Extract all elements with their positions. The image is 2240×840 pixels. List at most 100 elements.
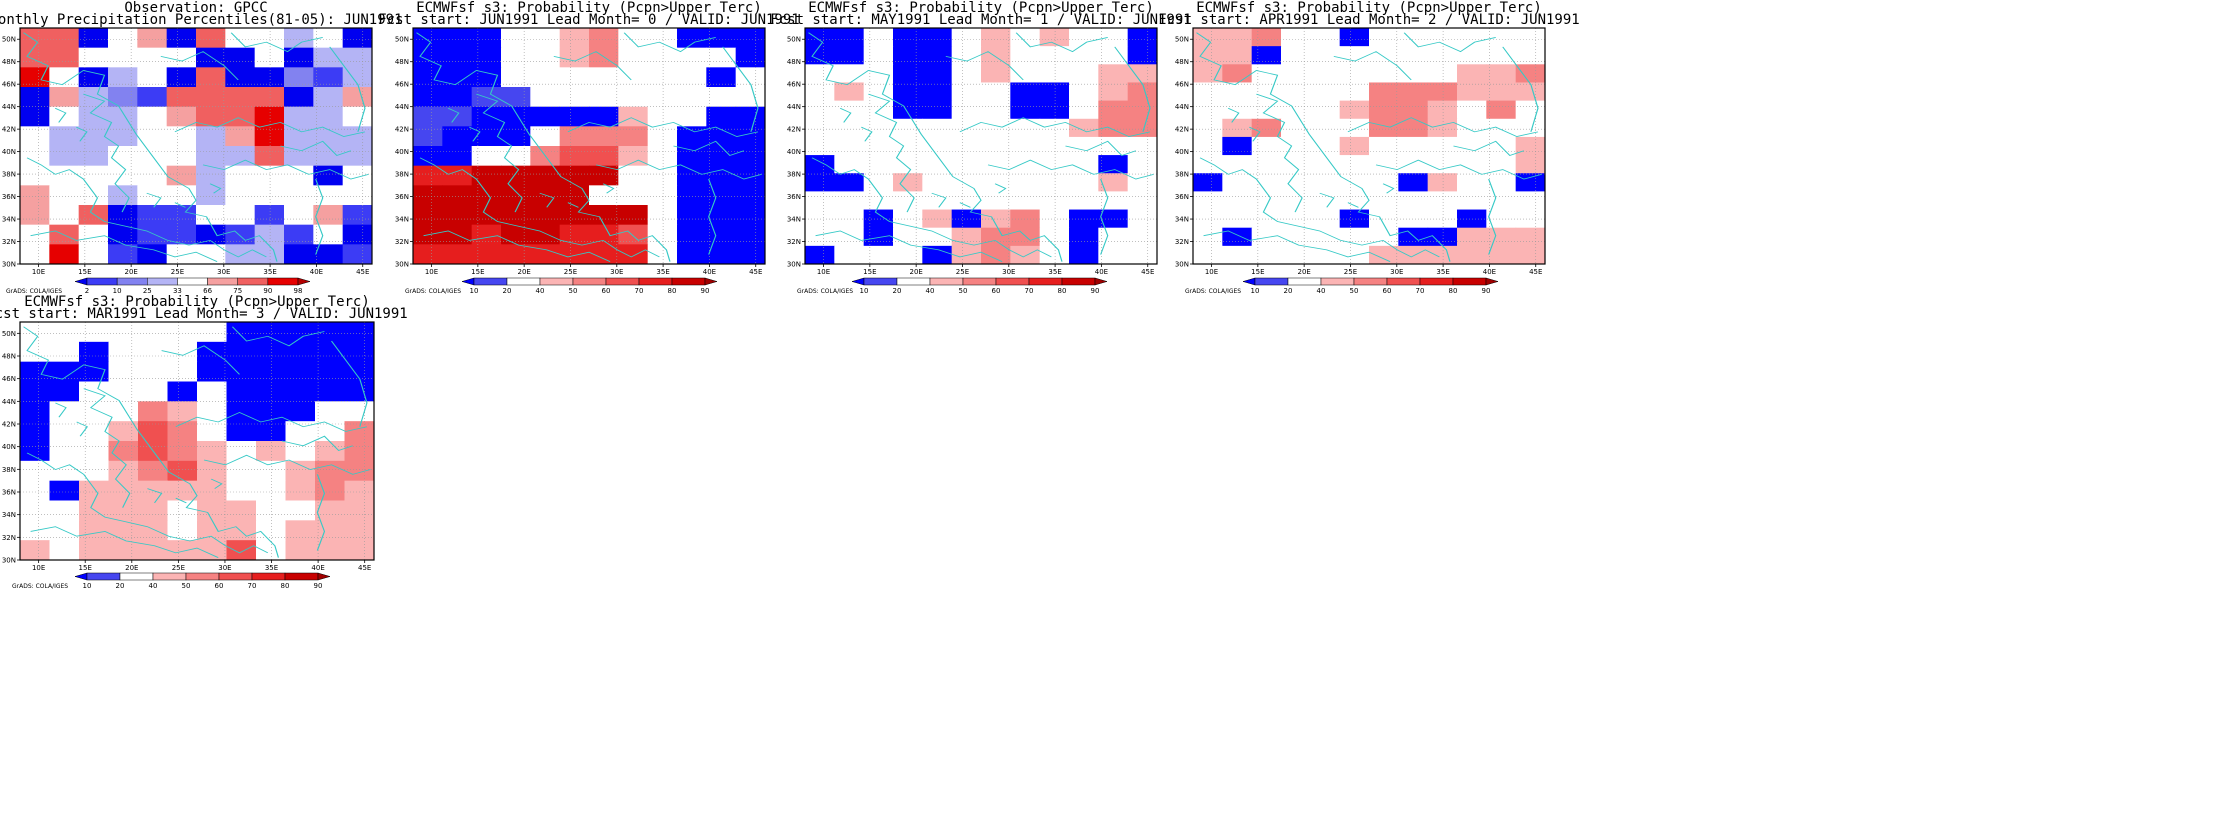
grid-cell [893,118,923,138]
grid-cell [254,47,285,68]
grid-cell [1310,136,1341,156]
colorbar-label: 50 [569,287,578,295]
grid-cell [225,28,256,49]
colorbar-label: 66 [203,287,212,295]
grid-cell [197,500,227,521]
grid-cell [1486,209,1517,229]
grid-cell [1098,227,1129,247]
grid-cell [1339,136,1370,156]
grid-cell [137,126,168,147]
grid-cell [530,87,561,108]
grid-cell [166,67,197,88]
grid-cell [413,28,443,49]
grid-cell [618,165,649,186]
grid-cell [1398,191,1429,211]
grid-cell [1369,191,1399,211]
grid-cell [78,205,109,226]
colorbar-label: 20 [116,582,125,590]
grid-cell [79,480,109,501]
grid-cell [893,227,923,247]
grid-cell [20,441,50,462]
grid-cell [284,146,314,167]
y-tick-label: 32N [787,238,801,246]
grid-cell [285,341,316,363]
grid-cell [1369,173,1399,192]
grid-cell [735,224,766,245]
grid-cell [1281,28,1311,47]
grid-cell [49,460,80,482]
grid-cell [256,361,286,382]
colorbar-swatch [218,572,253,581]
grid-cell [1369,227,1399,247]
grid-cell [893,46,923,65]
grid-cell [559,146,590,167]
grid-cell [226,322,257,343]
y-tick-label: 34N [787,216,801,224]
colorbar-swatch [1386,277,1421,286]
y-tick-label: 34N [395,216,409,224]
y-tick-label: 46N [2,375,16,383]
y-tick-label: 34N [2,511,16,519]
grid-cell [559,126,590,147]
grid-cell [677,126,707,147]
panel-title-line: Observation: GPCC [124,0,267,16]
colorbar-swatch [1452,277,1487,286]
grid-cell [863,209,894,229]
grid-cell [196,165,226,186]
grid-cell [863,155,894,174]
y-tick-label: 36N [395,193,409,201]
grid-cell [1193,82,1223,102]
colorbar-label: 50 [182,582,191,590]
y-tick-label: 34N [1175,216,1189,224]
grid-cell [1251,64,1282,83]
grid-cell [1515,245,1546,265]
grid-cell [138,322,168,343]
grid-cell [1515,136,1546,156]
grid-cell [167,520,198,541]
grid-cell [501,28,531,49]
x-tick-label: 30E [1002,268,1015,276]
grid-cell [225,126,256,147]
grid-cell [677,244,707,265]
grid-cell [1310,227,1341,247]
grid-cell [1098,28,1129,47]
panel-title-line: ECMWFsf s3: Probability (Pcpn>Upper Terc… [416,0,762,16]
grid-cell [1193,118,1223,138]
grid-cell [413,244,443,265]
grid-cell [618,87,649,108]
grid-cell [315,460,345,482]
grid-cell [706,67,737,88]
grid-cell [342,224,373,245]
grid-cell [1098,64,1129,83]
grid-cell [1039,155,1070,174]
grid-cell [501,126,531,147]
grid-cell [735,146,766,167]
grid-cell [20,165,50,186]
x-tick-label: 15E [1251,268,1264,276]
grid-cell [1486,245,1517,265]
grid-cell [1069,100,1099,120]
grid-cell [1251,136,1282,156]
grid-cell [618,185,649,206]
grid-cell [197,341,227,363]
grid-cell [78,165,109,186]
x-tick-label: 15E [78,268,91,276]
x-tick-label: 10E [32,564,45,572]
grid-cell [342,28,373,49]
grid-cell [589,165,619,186]
y-tick-label: 48N [1175,58,1189,66]
grid-cell [138,381,168,402]
grid-cell [530,28,561,49]
grid-cell [922,245,953,265]
x-tick-label: 25E [1344,268,1357,276]
y-tick-label: 40N [1175,148,1189,156]
grid-cell [1127,173,1158,192]
grid-cell [1457,64,1487,83]
colorbar-max-arrow [704,277,718,286]
grid-cell [20,540,50,561]
x-tick-label: 30E [610,268,623,276]
grid-cell [196,106,226,127]
grid-cell [344,401,375,422]
grid-cell [1515,209,1546,229]
